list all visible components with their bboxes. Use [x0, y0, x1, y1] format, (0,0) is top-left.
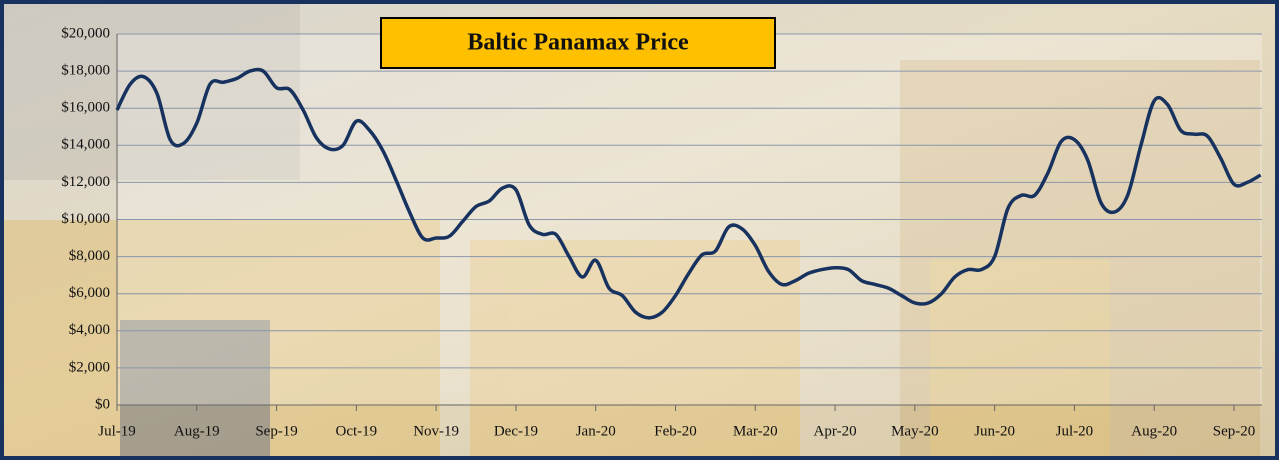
y-tick-label: $16,000 [61, 100, 110, 116]
x-tick-label: Nov-19 [413, 423, 459, 439]
x-tick-label: Sep-20 [1213, 423, 1256, 439]
chart-title: Baltic Panamax Price [467, 30, 689, 56]
x-tick-label: Apr-20 [814, 423, 857, 439]
x-tick-label: May-20 [891, 423, 939, 439]
x-tick-label: Jul-19 [98, 423, 136, 439]
y-tick-label: $10,000 [61, 211, 110, 227]
y-tick-label: $4,000 [69, 322, 110, 338]
y-tick-label: $6,000 [69, 285, 110, 301]
chart: $0 $2,000 $4,000 $6,000 $8,000 $10,000 $12,000… [0, 0, 1279, 460]
y-tick-label: $14,000 [61, 137, 110, 153]
x-tick-label: Jun-20 [974, 423, 1015, 439]
x-tick-label: Aug-20 [1131, 423, 1177, 439]
x-tick-label: Oct-19 [336, 423, 378, 439]
x-tick-label: Aug-19 [174, 423, 220, 439]
y-tick-label: $2,000 [69, 359, 110, 375]
y-tick-label: $20,000 [61, 25, 110, 41]
x-tick-label: Dec-19 [494, 423, 538, 439]
y-tick-label: $8,000 [69, 248, 110, 264]
y-tick-label: $12,000 [61, 174, 110, 190]
x-tick-label: Mar-20 [733, 423, 778, 439]
x-tick-label: Feb-20 [654, 423, 697, 439]
x-tick-label: Jan-20 [576, 423, 616, 439]
y-tick-label: $18,000 [61, 63, 110, 79]
y-tick-label: $0 [95, 396, 110, 412]
x-tick-label: Sep-19 [255, 423, 298, 439]
x-tick-label: Jul-20 [1056, 423, 1094, 439]
